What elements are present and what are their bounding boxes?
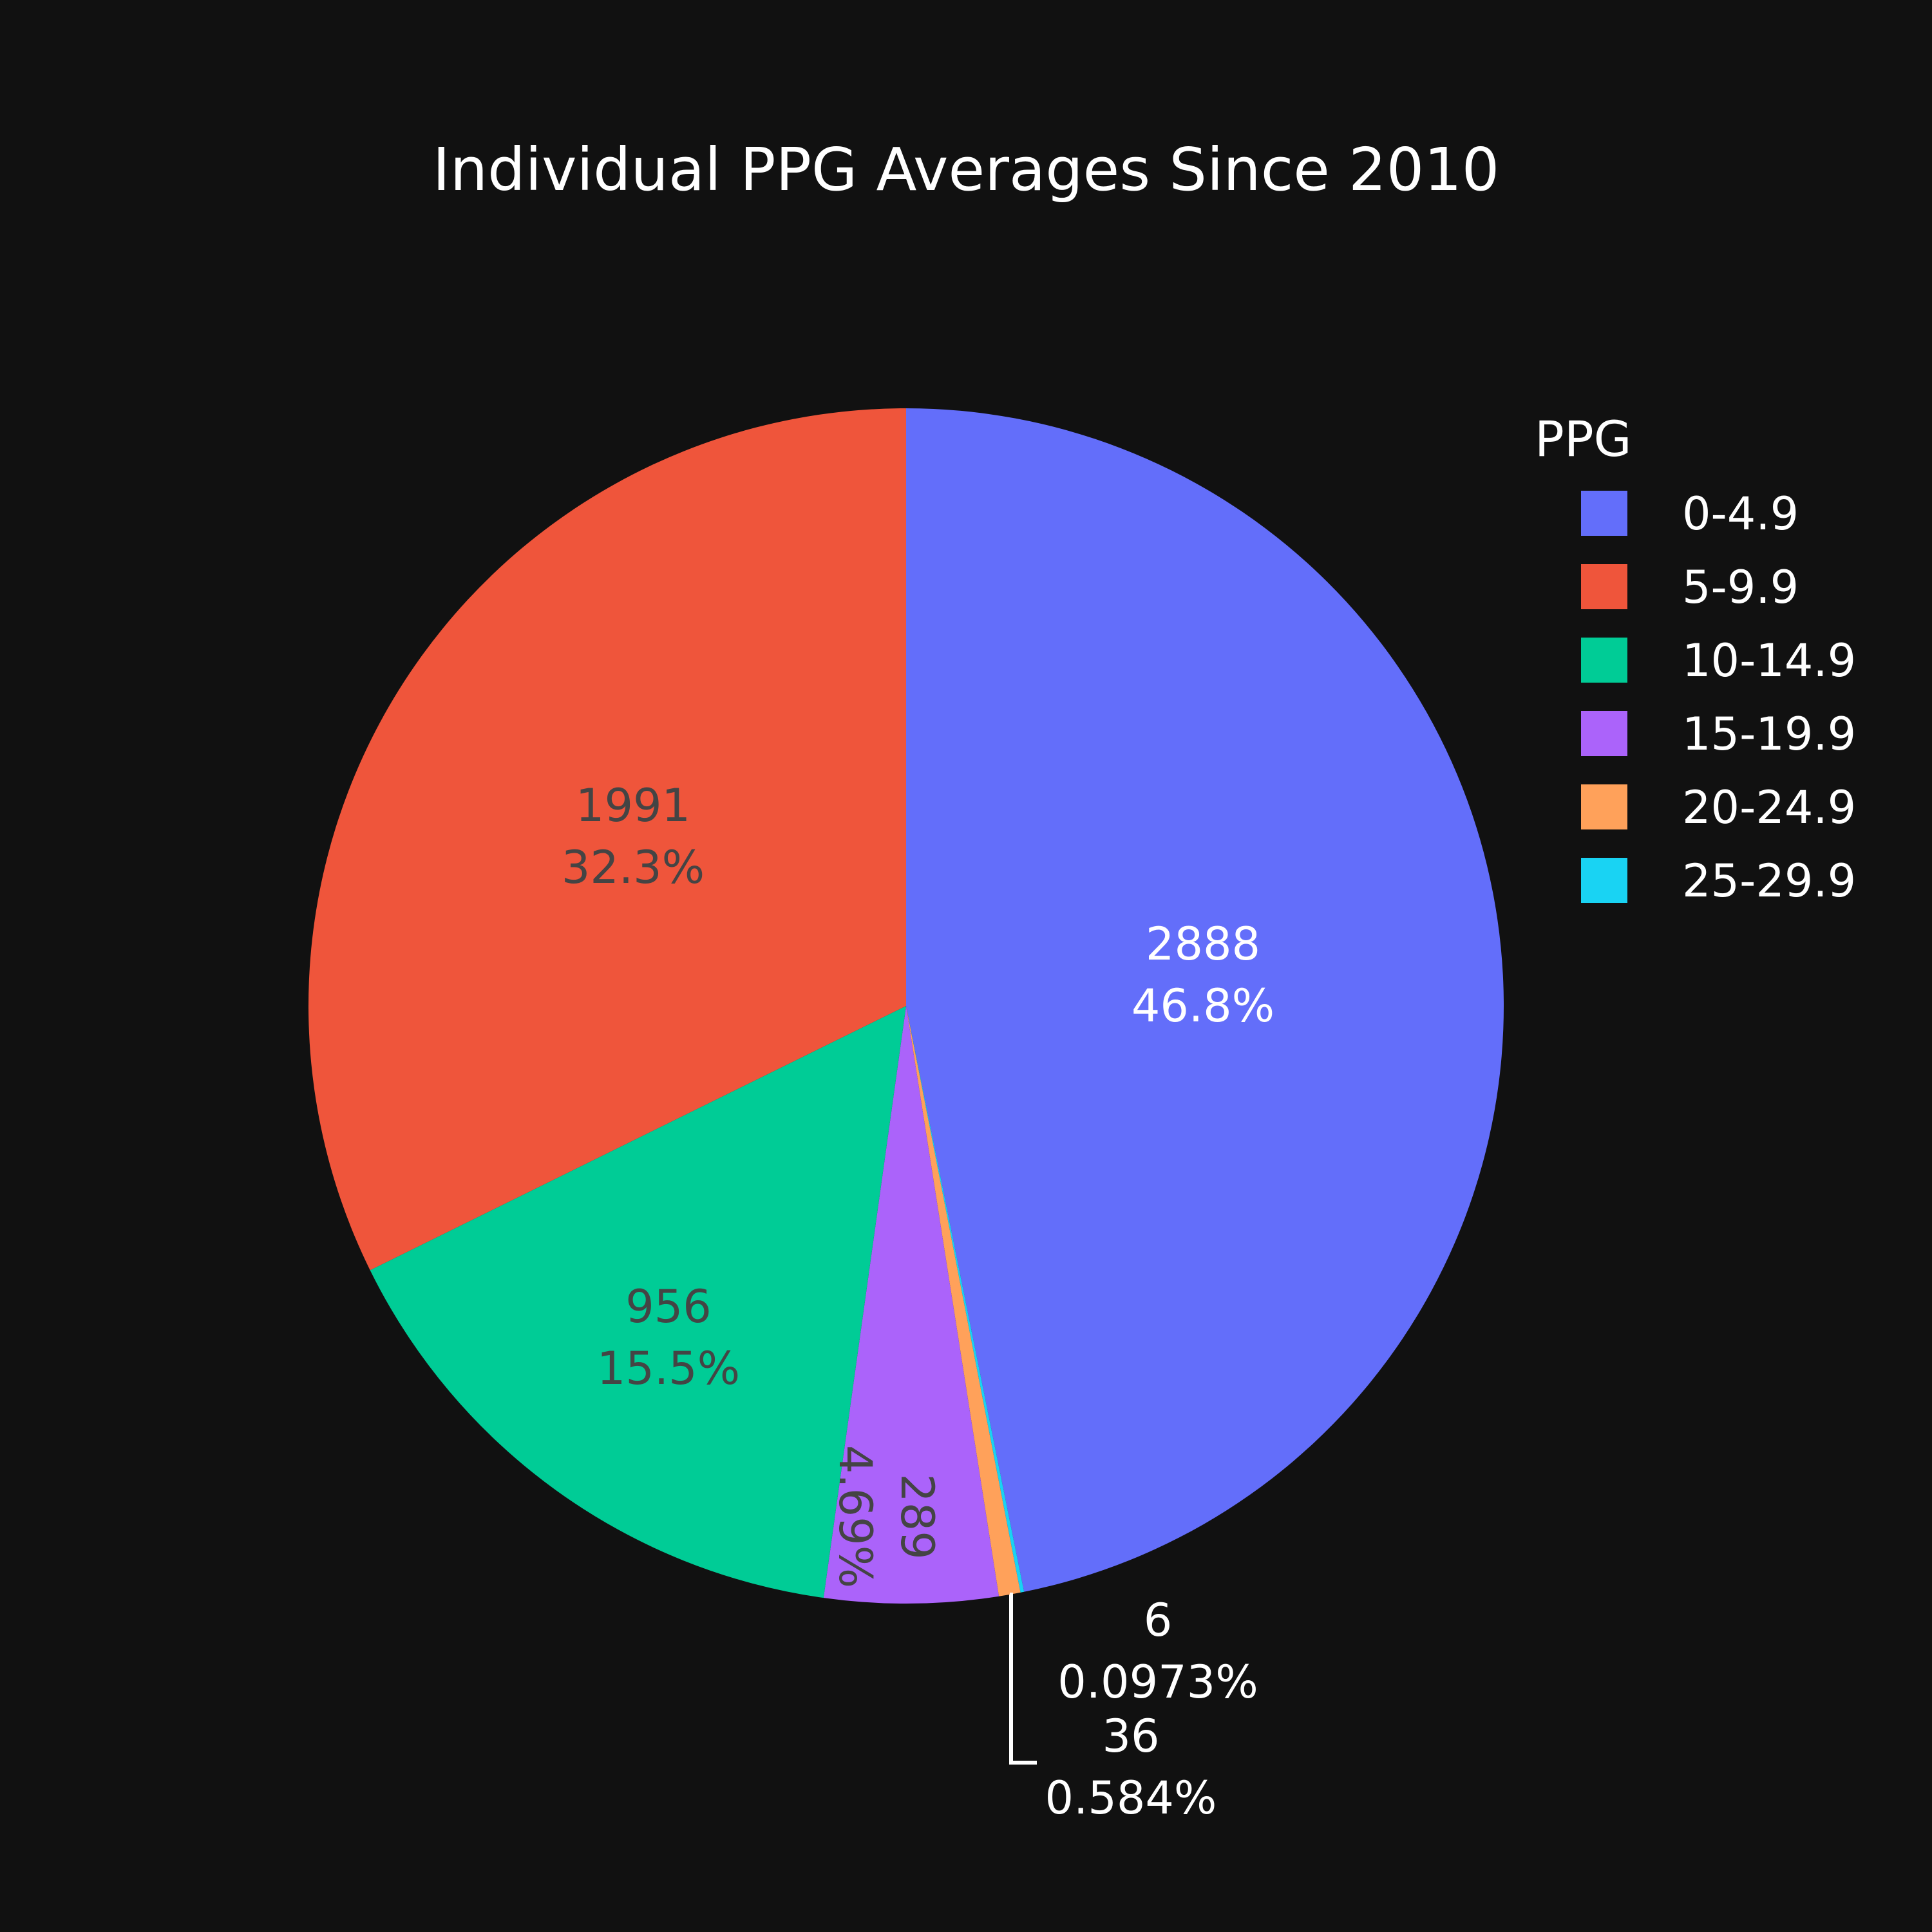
legend-swatch: [1581, 491, 1627, 536]
slice-label-25-29-9: 6 0.0973%: [1057, 1594, 1258, 1709]
legend-swatch: [1581, 711, 1627, 756]
leader-line: [1009, 1592, 1037, 1765]
legend-swatch: [1581, 784, 1627, 829]
slice-value-label: 956: [625, 1280, 712, 1333]
slice-percent-label: 15.5%: [597, 1342, 740, 1395]
slice-label-5-9-9: 1991 32.3%: [562, 779, 705, 894]
pie-slice-0-4-9[interactable]: [906, 408, 1504, 1592]
slice-label-0-4-9: 2888 46.8%: [1132, 918, 1274, 1032]
legend-item-25-29-9[interactable]: 25-29.9: [1581, 855, 1856, 907]
slice-percent-label: 46.8%: [1132, 980, 1274, 1032]
legend-label: 0-4.9: [1682, 488, 1799, 540]
legend-item-10-14-9[interactable]: 10-14.9: [1581, 634, 1856, 687]
slice-value-label: 6: [1144, 1594, 1173, 1647]
chart-title: Individual PPG Averages Since 2010: [433, 135, 1500, 204]
slice-percent-label: 32.3%: [562, 841, 705, 894]
pie-slice-10-14-9[interactable]: [370, 1006, 906, 1598]
legend-item-20-24-9[interactable]: 20-24.9: [1581, 781, 1856, 834]
slice-percent-label: 4.69%: [829, 1445, 882, 1588]
legend-title: PPG: [1535, 410, 1632, 468]
legend: PPG 0-4.9 5-9.9 10-14.9 15-19.9 20-24.9 25-29…: [1535, 410, 1856, 907]
slice-value-label: 36: [1102, 1710, 1159, 1763]
pie-slices: [308, 408, 1504, 1604]
legend-item-15-19-9[interactable]: 15-19.9: [1581, 708, 1856, 761]
slice-label-10-14-9: 956 15.5%: [597, 1280, 740, 1395]
legend-item-0-4-9[interactable]: 0-4.9: [1581, 488, 1799, 540]
slice-percent-label: 0.0973%: [1057, 1656, 1258, 1709]
legend-label: 10-14.9: [1682, 634, 1856, 687]
legend-swatch: [1581, 638, 1627, 683]
pie-slice-20-24-9[interactable]: [906, 1006, 1021, 1596]
slice-value-label: 1991: [576, 779, 690, 832]
legend-swatch: [1581, 858, 1627, 903]
pie-slice-15-19-9[interactable]: [823, 1006, 999, 1604]
legend-label: 15-19.9: [1682, 708, 1856, 761]
legend-label: 5-9.9: [1682, 561, 1799, 614]
slice-value-label: 289: [891, 1473, 943, 1560]
slice-percent-label: 0.584%: [1045, 1772, 1217, 1824]
slice-value-label: 2888: [1146, 918, 1260, 971]
slice-label-20-24-9: 36 0.584%: [1009, 1592, 1217, 1824]
legend-item-5-9-9[interactable]: 5-9.9: [1581, 561, 1799, 614]
legend-label: 25-29.9: [1682, 855, 1856, 907]
legend-swatch: [1581, 564, 1627, 609]
legend-label: 20-24.9: [1682, 781, 1856, 834]
pie-slice-25-29-9[interactable]: [906, 1006, 1025, 1593]
pie-slice-5-9-9[interactable]: [308, 408, 906, 1271]
